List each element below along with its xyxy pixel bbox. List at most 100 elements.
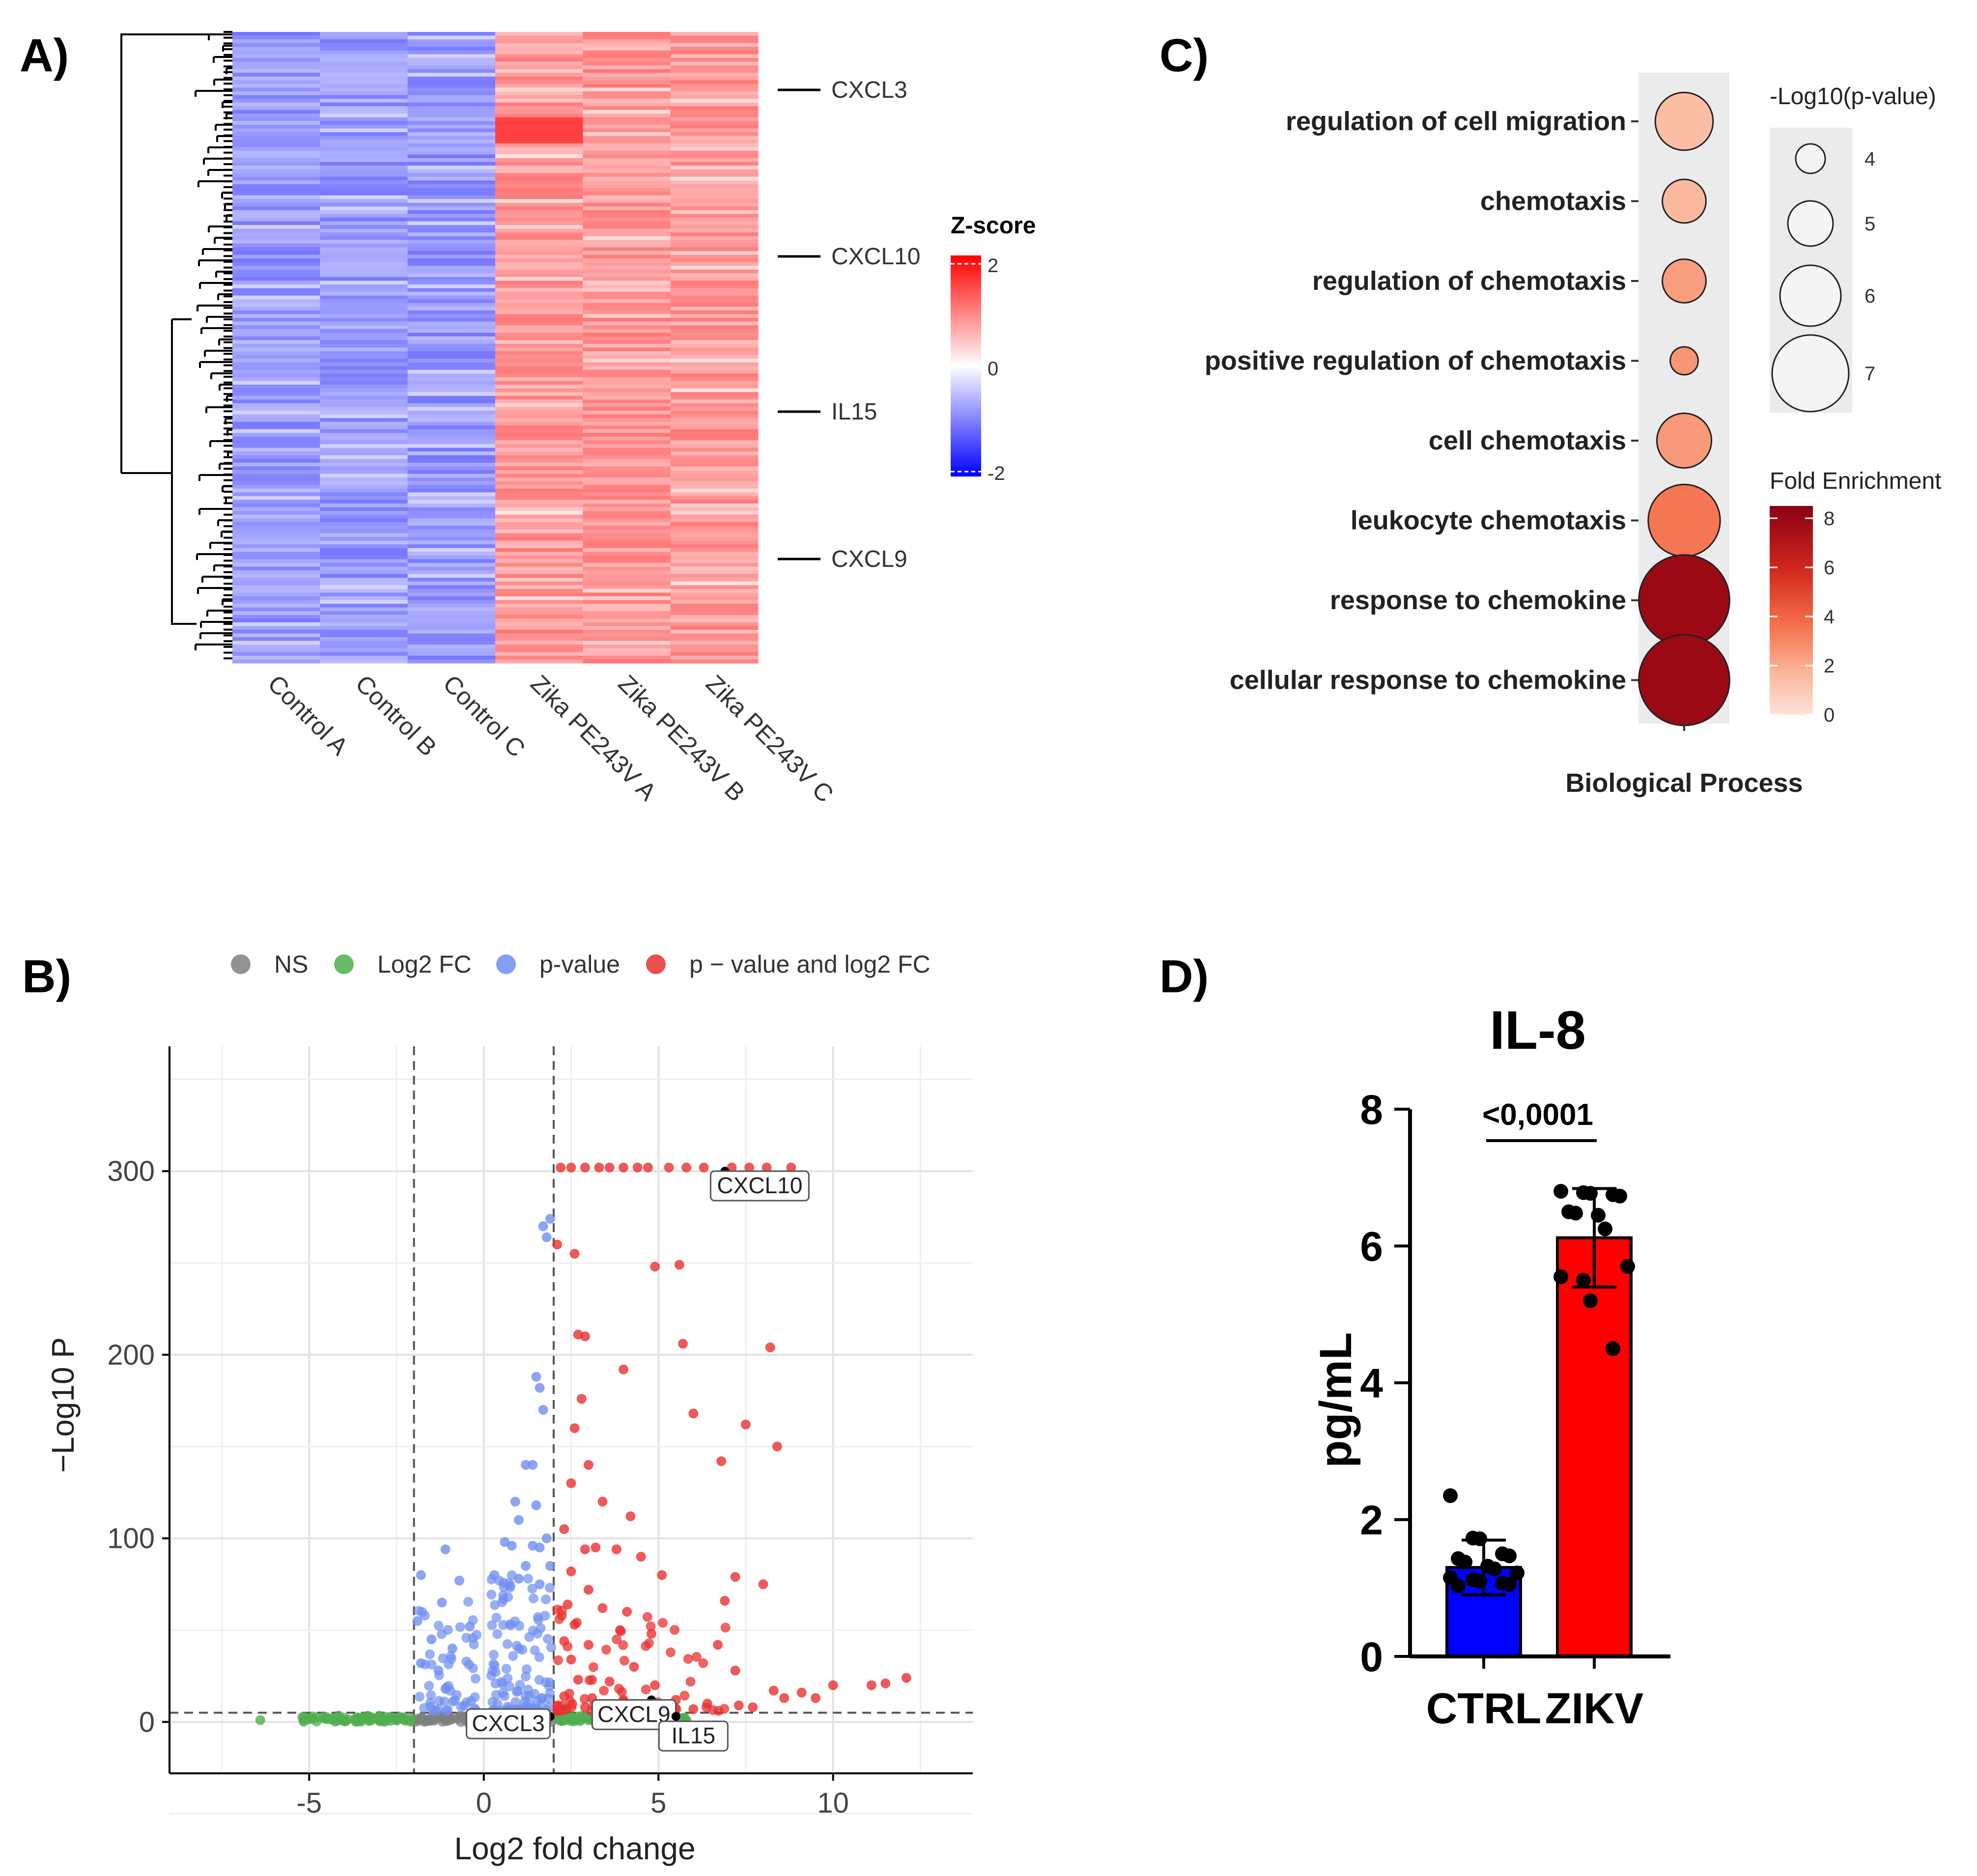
heatmap-cell	[320, 80, 408, 84]
heatmap-cell	[670, 113, 759, 118]
heatmap-cell	[320, 392, 408, 396]
heatmap-cell	[495, 644, 583, 649]
heatmap-cell	[320, 366, 408, 370]
heatmap-cell	[407, 102, 496, 107]
heatmap-cell	[320, 633, 408, 638]
volcano-point	[674, 1260, 684, 1270]
volcano-point	[535, 1579, 545, 1590]
heatmap-cell	[407, 626, 496, 630]
heatmap-cell	[670, 462, 759, 467]
volcano-point	[255, 1715, 265, 1725]
volcano-point	[415, 1692, 425, 1702]
heatmap-cell	[583, 611, 671, 616]
heatmap-cell	[583, 254, 671, 259]
heatmap-cell	[320, 206, 408, 211]
heatmap-cell	[670, 210, 759, 214]
heatmap-cell	[670, 195, 759, 199]
heatmap-cell	[670, 166, 759, 170]
heatmap-cell	[583, 210, 671, 214]
heatmap-cell	[495, 299, 583, 304]
heatmap-cell	[232, 333, 320, 337]
heatmap-cell	[407, 633, 496, 638]
heatmap-cell	[320, 236, 408, 240]
heatmap-cell	[670, 73, 759, 77]
volcano-point	[469, 1639, 479, 1650]
heatmap-cell	[670, 310, 759, 315]
heatmap-cell	[320, 251, 408, 255]
heatmap-cell	[583, 496, 671, 501]
heatmap-cell	[583, 225, 671, 229]
volcano-point	[691, 1652, 702, 1662]
heatmap-cell	[583, 176, 671, 181]
volcano-x-tick-label: 0	[476, 1787, 492, 1819]
heatmap-cell	[407, 169, 496, 173]
heatmap-cell	[320, 444, 408, 448]
volcano-point	[531, 1372, 541, 1382]
fold-enrichment-ticks: 8 6 4 2 0	[1770, 508, 1835, 726]
heatmap-cell	[495, 507, 583, 511]
heatmap-cell	[232, 529, 320, 534]
heatmap-cell	[495, 351, 583, 356]
heatmap-cell	[320, 615, 408, 619]
heatmap-cell	[670, 429, 759, 433]
volcano-point	[502, 1639, 512, 1649]
heatmap-cell	[320, 113, 408, 118]
heatmap-cell	[495, 73, 583, 77]
heatmap-cell	[232, 488, 320, 493]
heatmap-cell	[320, 485, 408, 489]
volcano-point	[614, 1683, 624, 1694]
heatmap-cell	[232, 566, 320, 571]
heatmap-cell	[232, 251, 320, 255]
heatmap-cell	[407, 522, 496, 526]
heatmap-cell	[320, 470, 408, 475]
heatmap-cell	[495, 106, 583, 111]
heatmap-cell	[232, 596, 320, 601]
volcano-point	[447, 1643, 457, 1653]
heatmap-cell	[407, 273, 496, 278]
heatmap-cell	[232, 455, 320, 459]
heatmap-cell	[407, 318, 496, 322]
heatmap-cell	[670, 325, 759, 330]
heatmap-cell	[320, 158, 408, 163]
heatmap-cell	[320, 243, 408, 248]
heatmap-cell	[670, 217, 759, 222]
heatmap-cell	[583, 84, 671, 88]
go-term-label: leukocyte chemotaxis	[1351, 506, 1626, 535]
heatmap-cell	[320, 43, 408, 47]
heatmap-cell	[495, 511, 583, 515]
volcano-point	[748, 1702, 758, 1712]
heatmap-cell	[670, 529, 759, 534]
heatmap-cell	[495, 425, 583, 430]
volcano-point	[527, 1584, 537, 1594]
heatmap-cell	[407, 277, 496, 281]
heatmap-cell	[495, 399, 583, 404]
heatmap-cell	[495, 570, 583, 575]
heatmap-cell	[670, 214, 759, 218]
heatmap-cell	[320, 618, 408, 623]
volcano-point	[443, 1625, 453, 1635]
heatmap-cell	[320, 184, 408, 189]
heatmap-cell	[407, 336, 496, 340]
go-term-label: positive regulation of chemotaxis	[1205, 346, 1626, 376]
heatmap-cell	[232, 485, 320, 489]
heatmap-cell	[670, 366, 759, 370]
heatmap-cell	[320, 652, 408, 656]
heatmap-cell	[320, 481, 408, 485]
volcano-point	[567, 1699, 578, 1709]
heatmap-cell	[583, 366, 671, 370]
volcano-point	[552, 1706, 563, 1716]
volcano-point	[664, 1162, 674, 1173]
heatmap-cell	[232, 552, 320, 556]
heatmap-cell	[670, 251, 759, 255]
heatmap-cell	[495, 87, 583, 92]
volcano-point	[357, 1715, 367, 1725]
heatmap-cell	[407, 544, 496, 549]
heatmap-cell	[583, 418, 671, 422]
heatmap-cell	[320, 50, 408, 55]
heatmap-cell	[407, 655, 496, 660]
heatmap-cell	[407, 548, 496, 552]
heatmap-cell	[407, 314, 496, 318]
heatmap-cell	[320, 566, 408, 571]
volcano-x-axis-label: Log2 fold change	[454, 1831, 695, 1866]
volcano-point	[584, 1715, 593, 1725]
